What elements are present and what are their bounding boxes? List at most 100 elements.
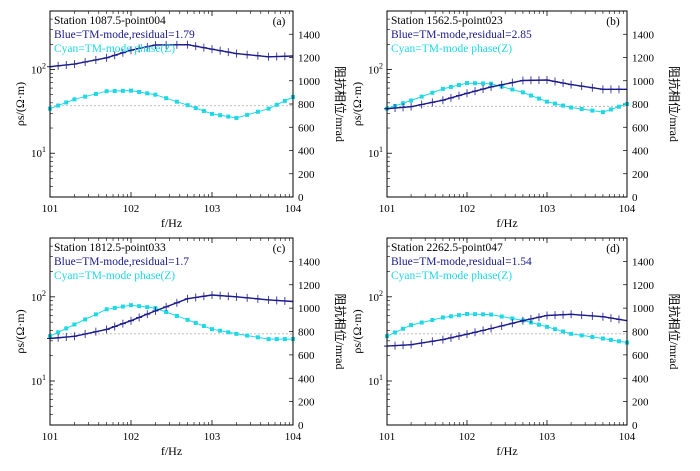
y-right-tick-label: 200 (298, 169, 315, 181)
y-right-tick-label: 1400 (298, 29, 321, 41)
x-axis-label: f/Hz (496, 216, 517, 230)
y-left-tick-label: 102 (368, 62, 383, 77)
chart-panel-b: 101 102 103 104 101 102 0 200 400 600 800 1000 1200 1… (350, 10, 682, 230)
chart-panel-a: 101 102 103 104 101 102 0 200 400 600 800 1000 1200 1… (13, 10, 348, 230)
x-tick-label: 101 (42, 431, 59, 443)
y-left-tick-label: 101 (368, 373, 383, 388)
series-tm-line (49, 43, 294, 68)
phase-point (499, 314, 504, 319)
y-right-tick-label: 600 (632, 122, 649, 134)
legend-tm: Blue=TM-mode,residual=1.79 (54, 29, 195, 41)
y-right-tick-label: 1200 (632, 280, 655, 292)
x-tick-label: 104 (619, 203, 636, 215)
phase-point (510, 87, 515, 92)
legend-phase: Cyan=TM-mode phase(Z) (391, 43, 512, 55)
phase-point (266, 106, 271, 111)
phase-point (129, 88, 133, 93)
phase-point (255, 335, 260, 340)
phase-point (201, 324, 206, 329)
phase-point (489, 312, 494, 317)
phase-point (536, 322, 541, 327)
y-right-tick-label: 400 (298, 373, 315, 385)
phase-point (430, 318, 435, 323)
phase-point (430, 90, 435, 95)
legend-tm: Blue=TM-mode,residual=1.54 (391, 256, 532, 268)
phase-point (401, 326, 406, 331)
series-tm-line (386, 79, 627, 110)
x-tick-label: 103 (204, 203, 221, 215)
y-right-tick-label: 1200 (298, 53, 321, 65)
y-left-tick-label: 101 (31, 373, 46, 388)
phase-point (553, 327, 558, 332)
phase-point (185, 317, 190, 322)
phase-point (536, 96, 541, 101)
phase-point (393, 330, 398, 335)
panel-label: (a) (273, 16, 286, 28)
phase-point (193, 320, 198, 325)
x-axis-label: f/Hz (496, 444, 517, 458)
legend-tm: Blue=TM-mode,residual=2.85 (391, 29, 532, 41)
phase-point (419, 94, 424, 99)
phase-point (274, 102, 279, 107)
plot-frame (386, 237, 628, 426)
phase-point (120, 304, 125, 309)
phase-point (440, 86, 445, 91)
phase-point (218, 328, 223, 333)
phase-point (210, 327, 214, 332)
y-right-tick-label: 1000 (298, 303, 321, 315)
legend-tm: Blue=TM-mode,residual=1.7 (54, 256, 189, 268)
phase-point (608, 107, 613, 112)
series-phase-line (386, 313, 628, 344)
chart-title: Station 2262.5-point047 (391, 242, 503, 254)
legend-phase: Cyan=TM-mode phase(Z) (54, 270, 175, 282)
y-left-axis-label: ρs/(Ω·m) (350, 82, 364, 126)
phase-point (481, 81, 486, 86)
x-tick-label: 103 (539, 203, 556, 215)
phase-point (579, 333, 584, 338)
y-left-axis-label: ρs/(Ω·m) (13, 82, 27, 126)
y-left-tick-label: 102 (31, 62, 46, 77)
panel-label: (d) (606, 243, 620, 255)
y-right-tick-label: 400 (298, 146, 315, 158)
phase-point (473, 81, 478, 86)
x-tick-label: 104 (285, 431, 302, 443)
x-tick-label: 102 (459, 203, 476, 215)
y-right-tick-label: 1400 (632, 256, 655, 268)
chart-panel-d: 101 102 103 104 101 102 0 200 400 600 800 1000 1200 1… (350, 237, 682, 458)
phase-point (93, 91, 98, 96)
phase-point (120, 88, 125, 93)
phase-point (112, 89, 117, 94)
y-right-tick-label: 400 (632, 373, 649, 385)
y-left-tick-label: 101 (31, 145, 46, 160)
phase-point (465, 311, 469, 316)
phase-point (409, 323, 414, 328)
y-right-tick-label: 800 (632, 327, 649, 339)
phase-point (145, 91, 150, 96)
phase-point (419, 320, 424, 325)
phase-point (234, 115, 239, 120)
x-tick-label: 104 (285, 203, 302, 215)
phase-point (145, 305, 150, 310)
phase-point (245, 333, 250, 338)
phase-point (473, 312, 478, 317)
y-right-tick-label: 600 (298, 350, 315, 362)
y-right-tick-label: 400 (632, 146, 649, 158)
y-right-tick-label: 600 (298, 122, 315, 134)
phase-point (510, 316, 515, 321)
x-tick-label: 102 (123, 203, 140, 215)
phase-point (164, 96, 169, 101)
phase-point (245, 112, 250, 117)
phase-point (465, 81, 469, 86)
phase-point (545, 99, 549, 104)
phase-point (569, 105, 574, 110)
y-right-tick-label: 0 (298, 192, 304, 204)
x-tick-label: 103 (204, 431, 221, 443)
panel-label: (c) (273, 243, 286, 255)
phase-point (561, 329, 566, 334)
phase-point (282, 337, 287, 342)
phase-point (409, 98, 414, 103)
y-right-tick-label: 1200 (632, 53, 655, 65)
y-right-tick-label: 1400 (298, 256, 321, 268)
x-axis-label: f/Hz (161, 216, 182, 230)
x-tick-label: 102 (123, 431, 140, 443)
